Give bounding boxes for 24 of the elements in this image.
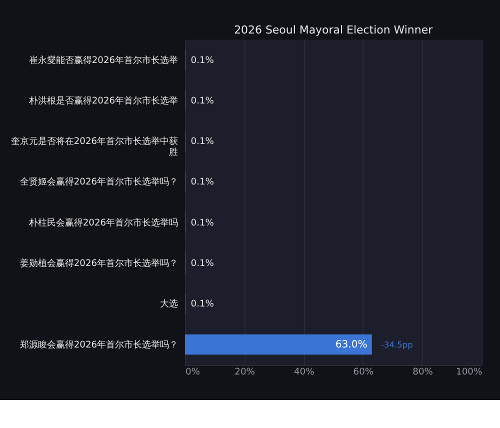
data-label: 0.1%	[190, 137, 214, 148]
data-label: 63.0%	[335, 339, 368, 350]
data-label: 0.1%	[190, 258, 214, 269]
y-tick-label: 朴洪根是否赢得2026年首尔市长选举	[28, 95, 178, 106]
x-tick-label: 20%	[234, 367, 256, 378]
x-tick-label: 100%	[456, 367, 482, 378]
data-label: 0.1%	[190, 300, 214, 310]
y-tick-label: 朴柱民会赢得2026年首尔市长选举吗	[28, 217, 178, 228]
x-tick-label: 60%	[353, 367, 374, 378]
y-tick-label: 郑源睃会赢得2026年首尔市长选举吗？	[20, 339, 178, 350]
y-tick-label: 全贤姬会赢得2026年首尔市长选举吗？	[20, 176, 178, 188]
data-label: 0.1%	[190, 96, 214, 106]
data-label: 0.1%	[190, 178, 214, 188]
x-tick-label: 80%	[412, 367, 434, 378]
chart-title: 2026 Seoul Mayoral Election Winner	[234, 23, 434, 36]
data-label: 0.1%	[190, 56, 214, 66]
data-label: 0.1%	[190, 218, 214, 228]
y-tick-label: 姜勋植会赢得2026年首尔市长选举吗？	[20, 258, 178, 269]
x-tick-label: 40%	[294, 367, 315, 378]
annotation: -34.5pp	[381, 339, 413, 350]
y-tick-label: 崔永燮能否赢得2026年首尔市长选举	[28, 54, 178, 66]
y-tick-label: 奎京元是否将在2026年首尔市长选举中获胜	[10, 136, 178, 158]
y-tick-label: 大选	[160, 298, 178, 310]
x-tick-label: 0%	[185, 367, 200, 378]
